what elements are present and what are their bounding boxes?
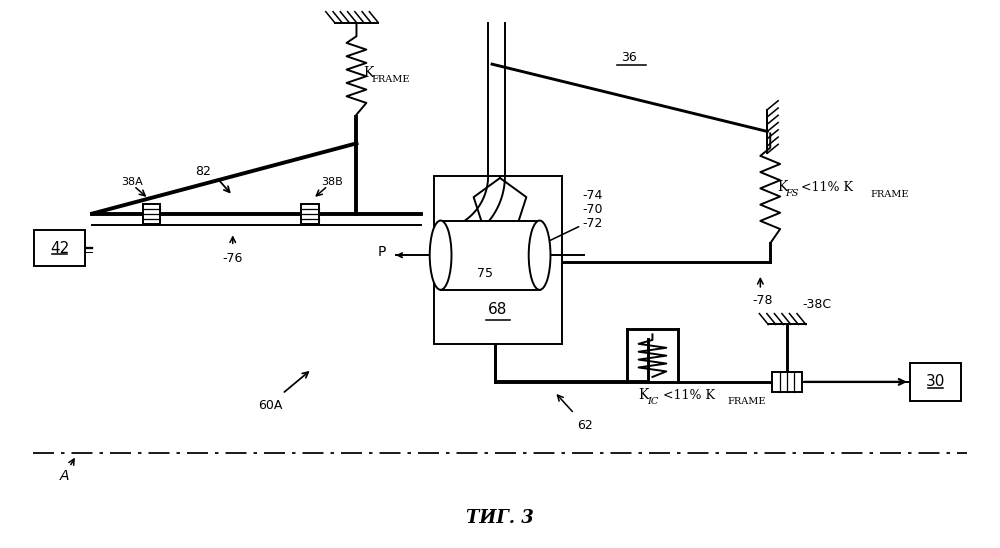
Text: K: K [777,180,788,194]
Ellipse shape [529,220,550,290]
Ellipse shape [430,220,451,290]
Text: 62: 62 [577,419,593,431]
Text: <11% K: <11% K [801,181,853,194]
Text: 75: 75 [477,267,493,280]
Text: P: P [378,245,386,259]
Text: 30: 30 [926,374,945,390]
Text: FS: FS [785,189,798,198]
Text: A: A [60,469,69,483]
Text: ΤИГ. 3: ΤИГ. 3 [466,509,534,527]
Text: IC: IC [647,397,659,406]
Bar [441,220,540,290]
Text: 38B: 38B [321,177,343,187]
Text: K: K [363,66,374,80]
Text: FRAME: FRAME [371,75,410,84]
Text: -74: -74 [582,189,603,202]
Text: -78: -78 [752,294,773,307]
Text: 36: 36 [621,51,637,64]
Text: -70: -70 [582,203,603,216]
Bar [143,204,160,224]
Text: -76: -76 [223,252,243,265]
Text: 60A: 60A [258,399,283,412]
Text: <11% K: <11% K [663,389,715,402]
Text: FRAME: FRAME [728,397,766,406]
Bar [34,231,85,266]
Text: K: K [639,388,649,402]
Text: -72: -72 [582,217,603,230]
Text: -38C: -38C [802,298,831,311]
Text: 68: 68 [488,302,508,317]
Bar [910,363,961,401]
Text: FRAME: FRAME [870,190,909,199]
Text: 38A: 38A [121,177,143,187]
Text: 82: 82 [195,164,211,178]
Text: 42: 42 [50,241,69,256]
Bar [301,204,319,224]
Bar [434,176,562,344]
Bar [772,372,802,392]
